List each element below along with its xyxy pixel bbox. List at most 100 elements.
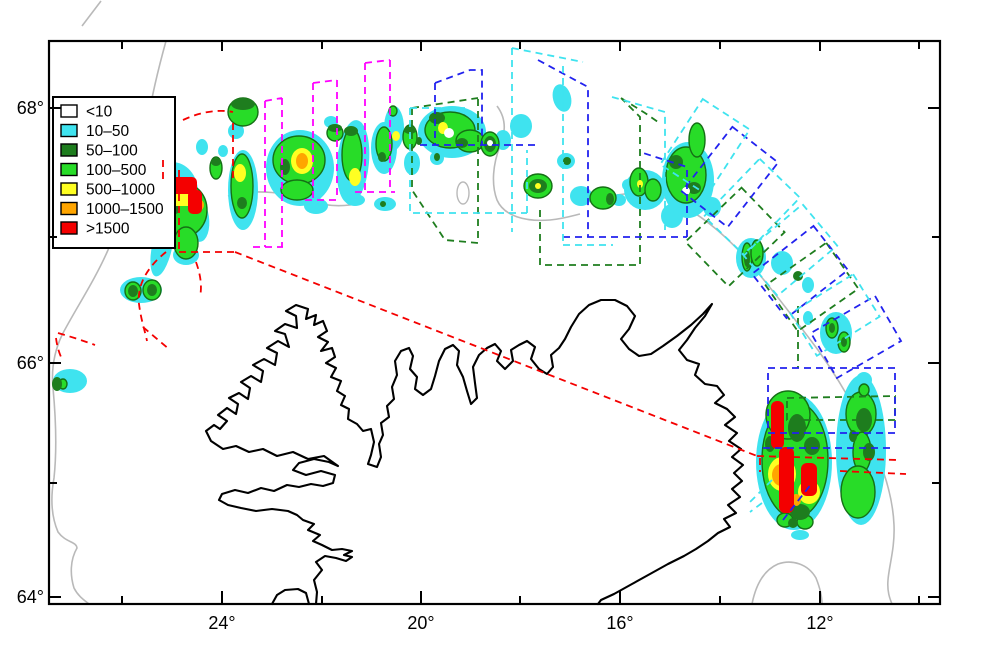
density-blob-cyan bbox=[552, 84, 572, 112]
density-blob-red bbox=[801, 463, 817, 496]
y-axis-tick-label: 64° bbox=[17, 587, 44, 607]
legend-label: >1500 bbox=[86, 221, 130, 238]
survey-stratum-red bbox=[234, 251, 758, 457]
density-blob-dgreen bbox=[380, 201, 386, 207]
density-blob-dgreen bbox=[128, 285, 138, 297]
survey-stratum-cyan bbox=[789, 272, 881, 358]
axes: 24° 20° 16° 12° 68° 66° 64° bbox=[17, 39, 942, 633]
bathymetry-contour bbox=[81, 0, 102, 27]
density-blob-white bbox=[444, 128, 454, 138]
survey-stratum-dgreen bbox=[786, 395, 896, 421]
density-blob-dgreen bbox=[456, 138, 468, 148]
y-axis-tick-label: 68° bbox=[17, 98, 44, 118]
density-blob-cyan bbox=[803, 311, 813, 325]
density-blob-dgreen bbox=[404, 126, 416, 134]
survey-stratum-cyan bbox=[741, 202, 839, 298]
density-blob-dgreen bbox=[606, 193, 614, 205]
density-blob-green bbox=[388, 105, 398, 117]
density-blob-dgreen bbox=[790, 504, 810, 520]
density-blob-green bbox=[280, 179, 314, 201]
density-blob-dgreen bbox=[793, 271, 803, 281]
bathymetry-contour bbox=[751, 561, 823, 605]
legend: <10 10–50 50–100 100–500 500–1000 1000–1500 >1… bbox=[52, 96, 176, 249]
density-blob-yellow bbox=[349, 168, 361, 186]
legend-swatch bbox=[60, 123, 78, 138]
density-blob-cyan bbox=[196, 139, 208, 155]
density-blob-dgreen bbox=[328, 124, 342, 132]
legend-swatch bbox=[60, 162, 78, 177]
density-blob-dgreen bbox=[804, 437, 820, 455]
survey-stratum-dgreen bbox=[539, 97, 659, 266]
density-blob-yellow bbox=[234, 164, 246, 182]
survey-stratum-blue bbox=[420, 69, 538, 146]
survey-stratum-magenta bbox=[305, 79, 340, 201]
survey-stratum-dgreen bbox=[764, 241, 860, 333]
legend-label: 500–1000 bbox=[86, 182, 155, 199]
density-blob-cyan bbox=[791, 530, 809, 540]
density-blob-yellow bbox=[535, 183, 541, 189]
survey-stratum-dgreen bbox=[411, 97, 479, 244]
density-blob-red bbox=[188, 190, 202, 214]
density-blob-dgreen bbox=[434, 153, 440, 161]
density-blob-dgreen bbox=[856, 408, 872, 432]
legend-label: 10–50 bbox=[86, 123, 129, 140]
survey-stratum-red bbox=[57, 332, 96, 346]
density-blob-dgreen bbox=[841, 337, 847, 347]
density-blob-cyan bbox=[228, 123, 244, 139]
coastline-path bbox=[204, 298, 745, 606]
bathymetry-contour bbox=[456, 181, 470, 205]
survey-stratum-blue bbox=[750, 224, 850, 320]
survey-stratum-cyan bbox=[749, 479, 773, 513]
density-blob-green bbox=[858, 383, 870, 397]
density-blob-cyan bbox=[856, 372, 872, 388]
density-blob-yellow bbox=[637, 180, 643, 188]
survey-stratum-blue bbox=[782, 482, 813, 521]
bathymetry-contours bbox=[51, 0, 895, 605]
legend-swatch bbox=[60, 221, 78, 235]
survey-stratum-magenta bbox=[253, 97, 283, 248]
legend-swatch bbox=[60, 143, 78, 157]
survey-stratum-red bbox=[142, 326, 171, 351]
density-blob-dgreen bbox=[563, 157, 571, 165]
density-blob-dgreen bbox=[416, 137, 422, 145]
density-blob-dgreen bbox=[829, 323, 835, 333]
density-blob-cyan bbox=[345, 194, 365, 206]
coastline-path bbox=[270, 587, 311, 606]
density-blob-dgreen bbox=[211, 158, 221, 166]
density-blob-yellow bbox=[392, 131, 400, 141]
density-blob-dgreen bbox=[237, 197, 247, 209]
survey-stratum-dgreen bbox=[684, 186, 786, 288]
density-blob-dgreen bbox=[231, 98, 255, 110]
x-axis-tick-label: 20° bbox=[407, 613, 434, 633]
density-blob-cyan bbox=[218, 145, 228, 157]
legend-swatch bbox=[60, 182, 78, 196]
density-blob-white bbox=[487, 140, 493, 146]
survey-stratum-blue bbox=[809, 294, 903, 380]
density-blob-dgreen bbox=[147, 284, 157, 296]
density-blobs bbox=[52, 84, 886, 540]
survey-stratum-blue bbox=[767, 367, 896, 434]
legend-swatch bbox=[60, 104, 78, 118]
plot-frame bbox=[47, 39, 942, 606]
survey-stratum-red bbox=[55, 337, 63, 360]
density-blob-dgreen bbox=[849, 430, 857, 442]
survey-stratum-blue bbox=[537, 59, 688, 238]
x-axis-tick-label: 12° bbox=[806, 613, 833, 633]
density-blob-dgreen bbox=[687, 182, 701, 194]
density-blob-dgreen bbox=[429, 112, 445, 124]
density-blob-cyan bbox=[510, 114, 532, 138]
density-blob-cyan bbox=[304, 198, 328, 214]
survey-stratum-red bbox=[195, 261, 202, 298]
survey-stratum-cyan bbox=[659, 97, 751, 197]
iceland-coastline bbox=[204, 298, 745, 606]
density-blob-green bbox=[840, 465, 876, 519]
survey-stratum-red bbox=[182, 109, 234, 121]
survey-stratum-cyan bbox=[511, 47, 613, 246]
survey-stratum-blue bbox=[680, 125, 780, 229]
density-blob-cyan bbox=[802, 277, 814, 293]
legend-label: <10 bbox=[86, 104, 113, 121]
survey-stratum-magenta bbox=[355, 59, 395, 193]
legend-label: 100–500 bbox=[86, 162, 147, 179]
density-blob-green bbox=[173, 226, 199, 260]
